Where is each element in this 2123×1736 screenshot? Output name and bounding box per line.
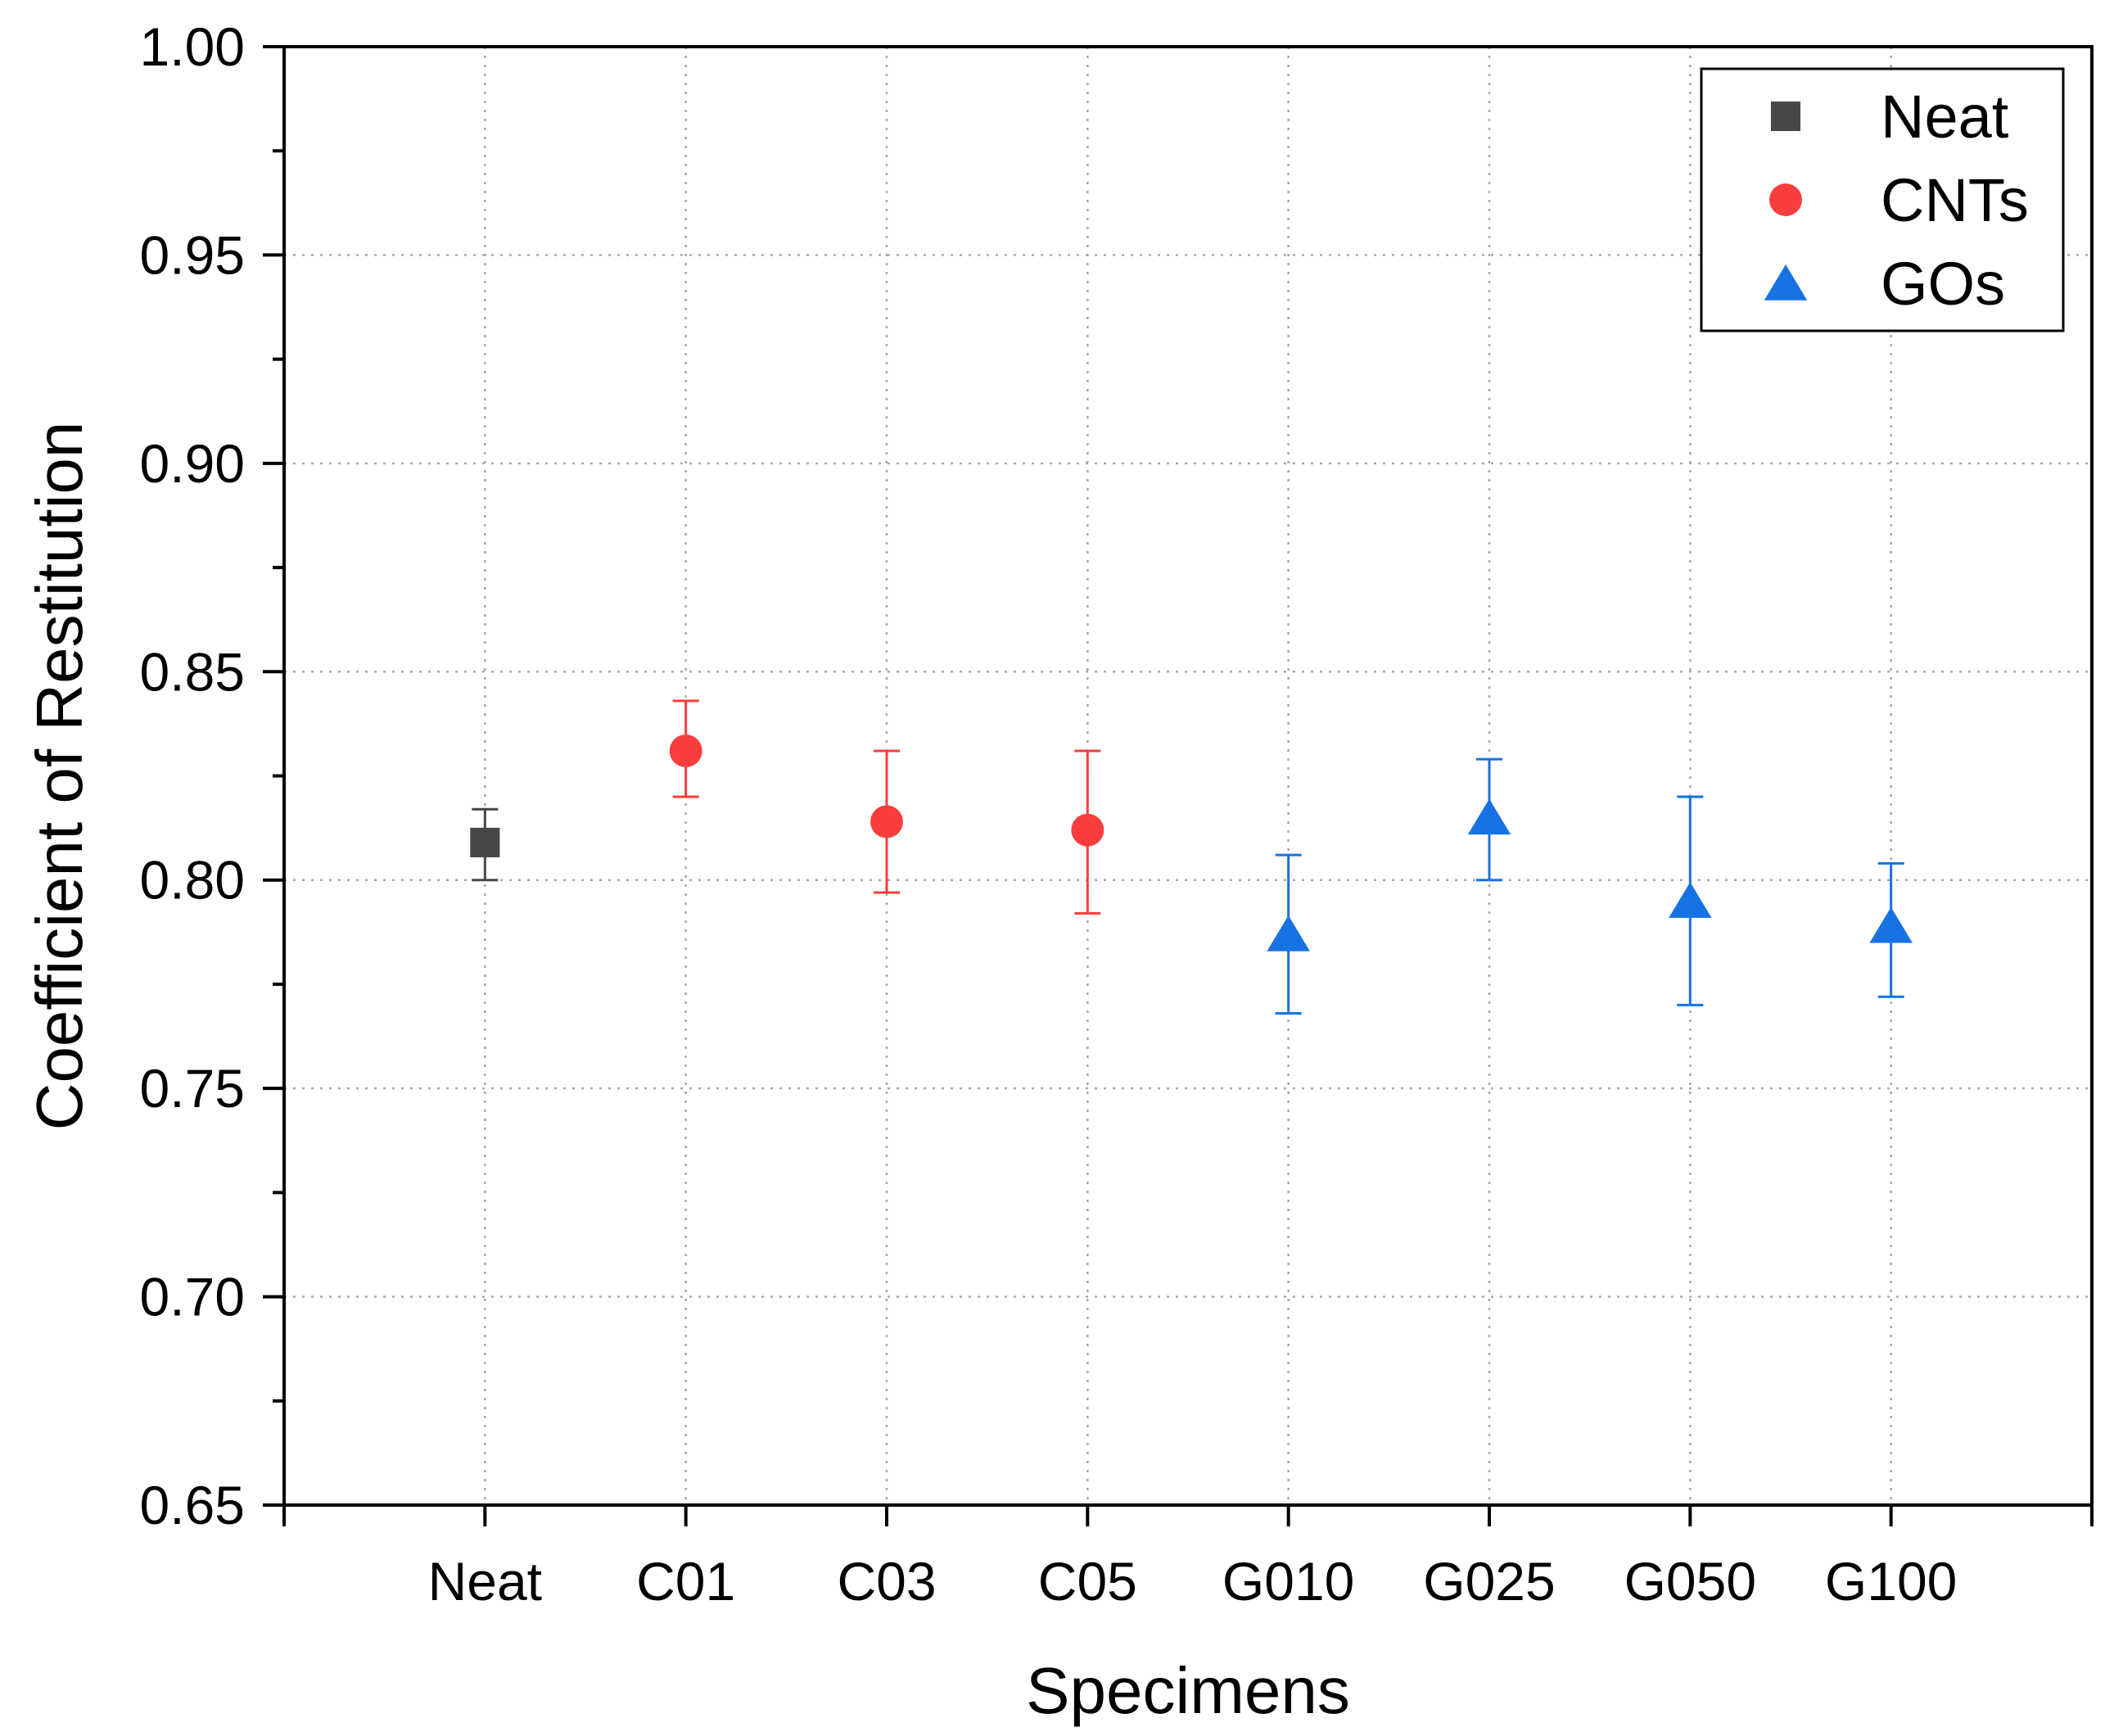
data-point-g100 (1869, 906, 1913, 943)
series-cnts (669, 699, 1104, 915)
series-neat (470, 807, 500, 882)
legend: Neat CNTs GOs (1700, 67, 2065, 332)
x-tick-label: G100 (1825, 1551, 1957, 1612)
data-point-neat (470, 827, 500, 857)
x-tick-label: C01 (636, 1551, 735, 1612)
legend-marker-neat (1770, 101, 1801, 132)
data-point-g025 (1467, 798, 1511, 835)
x-tick-label: Neat (428, 1551, 542, 1612)
legend-box (1700, 67, 2065, 332)
legend-label-gos: GOs (1881, 250, 2005, 318)
data-point-c01 (669, 735, 702, 767)
y-tick-label: 0.85 (140, 641, 245, 702)
data-point-c03 (870, 805, 903, 839)
data-point-g050 (1669, 882, 1712, 918)
series-gos (1267, 757, 1913, 1015)
y-tick-label: 0.95 (140, 224, 245, 285)
x-tick-label: C03 (837, 1551, 936, 1612)
x-tick-label: G025 (1423, 1551, 1555, 1612)
data-point-c05 (1071, 813, 1104, 847)
y-tick-label: 0.90 (140, 433, 245, 494)
y-tick-label: 0.65 (140, 1475, 245, 1535)
y-tick-label: 1.00 (140, 16, 245, 77)
y-axis-title: Coefficient of Restitution (23, 422, 96, 1131)
legend-marker-gos (1764, 264, 1808, 301)
axis-ticks: 0.65 0.70 0.75 0.80 0.85 0.90 0.95 1.00 Neat C01 C… (140, 16, 2094, 1612)
y-tick-label: 0.75 (140, 1058, 245, 1119)
data-point-g010 (1267, 915, 1310, 952)
data-marks (470, 699, 1913, 1015)
x-tick-label: C05 (1038, 1551, 1137, 1612)
y-tick-label: 0.70 (140, 1267, 245, 1327)
y-tick-label: 0.80 (140, 850, 245, 911)
x-tick-label: G050 (1624, 1551, 1756, 1612)
x-tick-label: G010 (1222, 1551, 1354, 1612)
legend-marker-cnts (1769, 183, 1802, 216)
legend-label-cnts: CNTs (1881, 166, 2029, 234)
legend-label-neat: Neat (1881, 83, 2009, 151)
x-axis-title: Specimens (1026, 1654, 1350, 1727)
